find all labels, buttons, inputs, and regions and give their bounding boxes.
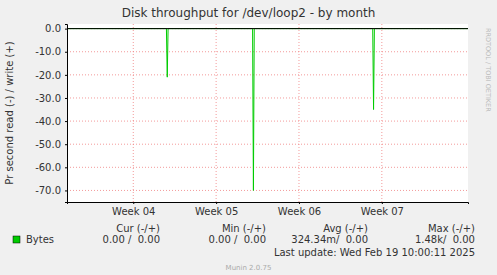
tick-label: -60.0: [35, 162, 61, 173]
grid-line: [67, 190, 468, 191]
grid-line: [67, 74, 468, 75]
tick-label: 0.0: [45, 23, 61, 34]
stats-header: Min (-/+): [222, 223, 266, 234]
tick: -10.0: [35, 46, 67, 57]
tick-label: Week 04: [112, 206, 155, 217]
legend: Cur (-/+) Min (-/+) Avg (-/+) Max (-/+) Byte…: [13, 223, 475, 245]
tick: Week 05: [195, 202, 238, 217]
grid-line: [67, 144, 468, 145]
tick-mark: [216, 202, 217, 204]
chart: 0.0 -10.0 -20.0 -30.0 -40.0 -50.0 -60.0 -70.0 We…: [0, 0, 497, 275]
footer: Munin 2.0.75: [226, 264, 272, 272]
stats-header: Cur (-/+): [116, 223, 160, 234]
tick-mark: [65, 98, 67, 99]
tick-mark: [65, 190, 67, 191]
tick-mark: [65, 75, 67, 76]
y-label: Pr second read (-) / write (+): [4, 41, 15, 184]
tick-label: -10.0: [35, 46, 61, 57]
tick-label: -70.0: [35, 185, 61, 196]
grid-line: [216, 24, 217, 202]
tick-label: Week 06: [278, 206, 321, 217]
grid-line: [67, 97, 468, 98]
stats-value: 0.00 / 0.00: [103, 234, 160, 245]
grid-line: [381, 24, 382, 202]
tick-mark: [133, 202, 134, 204]
plot-area: [67, 24, 468, 202]
series-line: [67, 29, 468, 191]
tick-label: -30.0: [35, 93, 61, 104]
tick: Week 06: [278, 202, 321, 217]
tick: -20.0: [35, 70, 67, 81]
tick-mark: [65, 52, 67, 53]
legend-swatch: [13, 236, 20, 243]
tick-label: Week 07: [361, 206, 404, 217]
stats-header: Max (-/+): [428, 223, 475, 234]
tick-mark: [65, 29, 67, 30]
tick: -40.0: [35, 116, 67, 127]
grid-line: [298, 24, 299, 202]
series-group: [67, 29, 468, 191]
tick-label: -40.0: [35, 116, 61, 127]
tick-mark: [65, 144, 67, 145]
tick: Week 07: [361, 202, 404, 217]
grid-line: [67, 28, 468, 29]
tick-mark: [382, 202, 383, 204]
legend-label: Bytes: [26, 234, 54, 245]
tick: -60.0: [35, 162, 67, 173]
axis-line: [65, 25, 68, 203]
grid: [67, 24, 468, 202]
title: Disk throughput for /dev/loop2 - by mont…: [122, 6, 376, 20]
tick: Week 04: [112, 202, 155, 217]
grid-line: [67, 121, 468, 122]
tick-label: -20.0: [35, 70, 61, 81]
tick-mark: [65, 121, 67, 122]
tick-mark: [65, 167, 67, 168]
tick: 0.0: [45, 23, 67, 34]
tick-mark: [299, 202, 300, 204]
stats-value: 0.00 / 0.00: [209, 234, 266, 245]
x-axis: Week 04 Week 05 Week 06 Week 07: [68, 202, 469, 217]
tick: -50.0: [35, 139, 67, 150]
stats-value: 324.34m/ 0.00: [291, 234, 368, 245]
tick: -30.0: [35, 93, 67, 104]
background: [0, 0, 497, 275]
watermark: RRDTOOL / TOBI OETIKER: [484, 28, 492, 112]
tick: -70.0: [35, 185, 67, 196]
grid-line: [133, 24, 134, 202]
zero-rule: [67, 28, 468, 29]
stats-value: 1.48k/ 0.00: [415, 234, 475, 245]
y-axis: 0.0 -10.0 -20.0 -30.0 -40.0 -50.0 -60.0 -70.0: [35, 23, 67, 202]
tick-label: -50.0: [35, 139, 61, 150]
last-update: Last update: Wed Feb 19 10:00:11 2025: [274, 247, 475, 258]
stats-header: Avg (-/+): [323, 223, 368, 234]
axis-line: [68, 203, 469, 205]
grid-line: [67, 51, 468, 52]
grid-line: [67, 167, 468, 168]
tick-label: Week 05: [195, 206, 238, 217]
